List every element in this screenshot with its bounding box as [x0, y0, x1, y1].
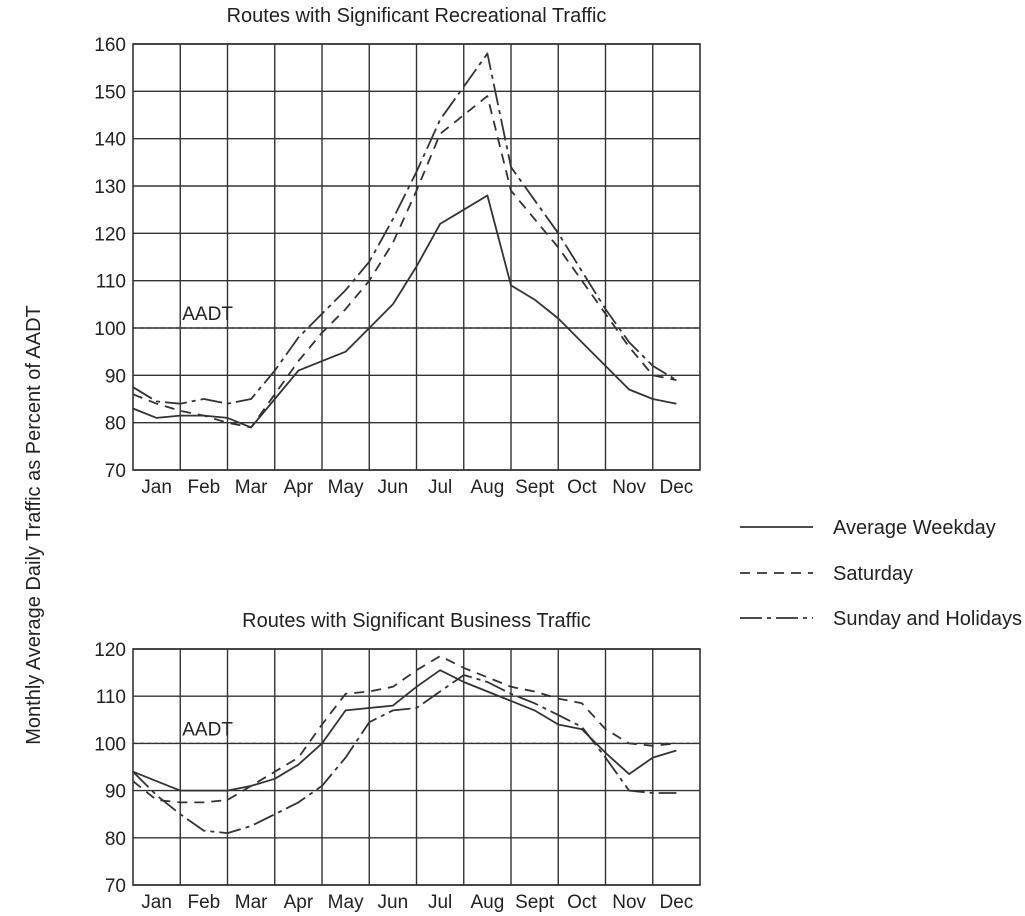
- x-tick-label: Nov: [612, 477, 646, 498]
- y-tick-label: 80: [105, 829, 126, 850]
- x-tick-label: Nov: [612, 892, 646, 913]
- y-tick-label: 100: [94, 319, 126, 340]
- plot-frame: [132, 43, 701, 471]
- legend: Average Weekday Saturday Sunday and Holi…: [740, 517, 1022, 630]
- aadt-label: AADT: [182, 304, 233, 325]
- series-line-dashed: [132, 655, 677, 804]
- y-tick-label: 110: [96, 272, 126, 293]
- legend-item-sunday: Sunday and Holidays: [740, 608, 1022, 630]
- series-line-dashdot: [132, 674, 677, 834]
- x-tick-label: Apr: [284, 892, 314, 913]
- series-line-solid: [132, 194, 677, 429]
- legend-item-weekday: Average Weekday: [740, 517, 996, 539]
- y-axis-label: Monthly Average Daily Traffic as Percent…: [23, 305, 45, 744]
- y-tick-label: 150: [94, 82, 126, 103]
- legend-label-sunday: Sunday and Holidays: [833, 608, 1022, 630]
- x-tick-label: Jul: [428, 892, 452, 913]
- legend-item-saturday: Saturday: [740, 563, 913, 585]
- y-tick-label: 70: [105, 461, 126, 482]
- aadt-label: AADT: [182, 719, 233, 740]
- y-tick-label: 90: [105, 782, 126, 803]
- x-tick-label: Oct: [567, 892, 597, 913]
- y-tick-label: 80: [105, 414, 126, 435]
- x-tick-label: Jan: [141, 892, 172, 913]
- x-tick-label: Aug: [470, 892, 504, 913]
- x-tick-label: Mar: [235, 892, 268, 913]
- y-tick-label: 130: [94, 177, 126, 198]
- x-tick-label: Dec: [659, 892, 693, 913]
- y-tick-label: 70: [105, 876, 126, 897]
- y-tick-label: 100: [94, 734, 126, 755]
- x-tick-label: Jun: [378, 892, 409, 913]
- x-tick-label: Jul: [428, 477, 452, 498]
- x-tick-label: Oct: [567, 477, 597, 498]
- y-tick-label: 160: [94, 35, 126, 56]
- chart-title: Routes with Significant Recreational Tra…: [227, 5, 607, 27]
- chart-business: Routes with Significant Business Traffic…: [94, 610, 701, 913]
- legend-label-saturday: Saturday: [833, 563, 913, 585]
- chart-recreational: Routes with Significant Recreational Tra…: [94, 5, 701, 498]
- x-tick-label: Feb: [188, 892, 221, 913]
- y-tick-label: 140: [94, 130, 126, 151]
- x-tick-label: Sept: [515, 477, 555, 498]
- x-tick-label: May: [328, 892, 364, 913]
- x-tick-label: Mar: [235, 477, 268, 498]
- legend-label-weekday: Average Weekday: [833, 517, 996, 539]
- x-tick-label: Jun: [378, 477, 409, 498]
- x-tick-label: Feb: [188, 477, 221, 498]
- x-tick-label: Jan: [141, 477, 172, 498]
- series-line-dashed: [132, 95, 677, 429]
- x-tick-label: Dec: [659, 477, 693, 498]
- y-tick-label: 120: [94, 640, 126, 661]
- y-tick-label: 120: [94, 224, 126, 245]
- y-tick-label: 110: [96, 687, 126, 708]
- x-tick-label: May: [328, 477, 364, 498]
- x-tick-label: Sept: [515, 892, 555, 913]
- y-tick-label: 90: [105, 366, 126, 387]
- plot-frame: [132, 648, 701, 886]
- x-tick-label: Apr: [284, 477, 314, 498]
- chart-title: Routes with Significant Business Traffic: [242, 610, 591, 632]
- x-tick-label: Aug: [470, 477, 504, 498]
- series-line-dashdot: [132, 52, 677, 405]
